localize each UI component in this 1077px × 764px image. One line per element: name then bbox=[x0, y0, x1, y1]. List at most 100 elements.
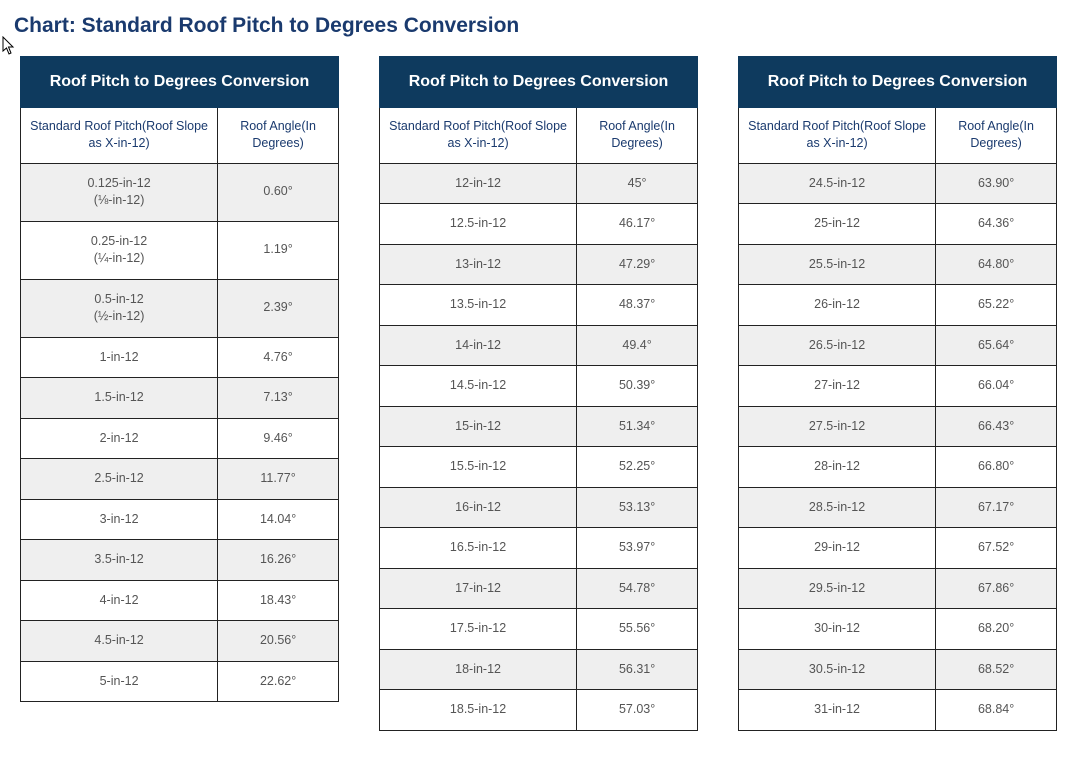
table-row: 26-in-1265.22° bbox=[739, 285, 1057, 326]
table-row: 29-in-1267.52° bbox=[739, 528, 1057, 569]
table-row: 27.5-in-1266.43° bbox=[739, 406, 1057, 447]
cell-angle: 7.13° bbox=[218, 378, 339, 419]
cell-pitch: 30.5-in-12 bbox=[739, 649, 936, 690]
cell-angle: 52.25° bbox=[577, 447, 698, 488]
table-row: 12-in-1245° bbox=[380, 163, 698, 204]
table-row: 27-in-1266.04° bbox=[739, 366, 1057, 407]
cell-pitch: 28-in-12 bbox=[739, 447, 936, 488]
cell-angle: 66.43° bbox=[936, 406, 1057, 447]
page-title: Chart: Standard Roof Pitch to Degrees Co… bbox=[0, 0, 1077, 56]
column-header-pitch: Standard Roof Pitch(Roof Slope as X-in-1… bbox=[739, 107, 936, 163]
cell-angle: 64.36° bbox=[936, 204, 1057, 245]
table-row: 13.5-in-1248.37° bbox=[380, 285, 698, 326]
cell-angle: 1.19° bbox=[218, 221, 339, 279]
cell-angle: 46.17° bbox=[577, 204, 698, 245]
cell-angle: 66.80° bbox=[936, 447, 1057, 488]
cell-angle: 67.17° bbox=[936, 487, 1057, 528]
table-row: 18-in-1256.31° bbox=[380, 649, 698, 690]
column-header-angle: Roof Angle(In Degrees) bbox=[577, 107, 698, 163]
cell-pitch: 1.5-in-12 bbox=[21, 378, 218, 419]
cell-pitch: 28.5-in-12 bbox=[739, 487, 936, 528]
cell-angle: 68.52° bbox=[936, 649, 1057, 690]
table-row: 14.5-in-1250.39° bbox=[380, 366, 698, 407]
cell-angle: 53.97° bbox=[577, 528, 698, 569]
cell-angle: 66.04° bbox=[936, 366, 1057, 407]
table-header-main: Roof Pitch to Degrees Conversion bbox=[739, 57, 1057, 108]
cell-angle: 48.37° bbox=[577, 285, 698, 326]
cell-pitch: 13.5-in-12 bbox=[380, 285, 577, 326]
cell-pitch: 3.5-in-12 bbox=[21, 540, 218, 581]
cell-pitch: 2.5-in-12 bbox=[21, 459, 218, 500]
cell-angle: 68.84° bbox=[936, 690, 1057, 731]
cell-angle: 68.20° bbox=[936, 609, 1057, 650]
table-row: 4-in-1218.43° bbox=[21, 580, 339, 621]
table-row: 14-in-1249.4° bbox=[380, 325, 698, 366]
cell-pitch: 16.5-in-12 bbox=[380, 528, 577, 569]
table-row: 2.5-in-1211.77° bbox=[21, 459, 339, 500]
cell-angle: 14.04° bbox=[218, 499, 339, 540]
table-row: 1-in-124.76° bbox=[21, 337, 339, 378]
cell-pitch: 31-in-12 bbox=[739, 690, 936, 731]
cell-angle: 0.60° bbox=[218, 163, 339, 221]
cell-angle: 9.46° bbox=[218, 418, 339, 459]
cell-angle: 55.56° bbox=[577, 609, 698, 650]
cell-angle: 20.56° bbox=[218, 621, 339, 662]
column-header-pitch: Standard Roof Pitch(Roof Slope as X-in-1… bbox=[21, 107, 218, 163]
cell-pitch: 0.5-in-12(½-in-12) bbox=[21, 279, 218, 337]
cell-angle: 47.29° bbox=[577, 244, 698, 285]
cell-pitch: 25.5-in-12 bbox=[739, 244, 936, 285]
cell-angle: 18.43° bbox=[218, 580, 339, 621]
cell-pitch: 29.5-in-12 bbox=[739, 568, 936, 609]
cell-pitch: 5-in-12 bbox=[21, 661, 218, 702]
cell-angle: 2.39° bbox=[218, 279, 339, 337]
table-row: 29.5-in-1267.86° bbox=[739, 568, 1057, 609]
cell-angle: 56.31° bbox=[577, 649, 698, 690]
table-row: 0.125-in-12(⅛-in-12)0.60° bbox=[21, 163, 339, 221]
conversion-table-2: Roof Pitch to Degrees ConversionStandard… bbox=[379, 56, 698, 731]
cell-angle: 49.4° bbox=[577, 325, 698, 366]
cell-pitch: 26.5-in-12 bbox=[739, 325, 936, 366]
cell-pitch: 17.5-in-12 bbox=[380, 609, 577, 650]
table-row: 16-in-1253.13° bbox=[380, 487, 698, 528]
cell-angle: 57.03° bbox=[577, 690, 698, 731]
cell-pitch: 16-in-12 bbox=[380, 487, 577, 528]
table-row: 5-in-1222.62° bbox=[21, 661, 339, 702]
table-row: 26.5-in-1265.64° bbox=[739, 325, 1057, 366]
cell-pitch: 17-in-12 bbox=[380, 568, 577, 609]
cell-pitch: 25-in-12 bbox=[739, 204, 936, 245]
conversion-table-1: Roof Pitch to Degrees ConversionStandard… bbox=[20, 56, 339, 702]
column-header-angle: Roof Angle(In Degrees) bbox=[936, 107, 1057, 163]
table-row: 31-in-1268.84° bbox=[739, 690, 1057, 731]
cell-pitch: 27.5-in-12 bbox=[739, 406, 936, 447]
cell-pitch: 24.5-in-12 bbox=[739, 163, 936, 204]
cell-pitch: 26-in-12 bbox=[739, 285, 936, 326]
table-row: 18.5-in-1257.03° bbox=[380, 690, 698, 731]
cell-pitch: 15.5-in-12 bbox=[380, 447, 577, 488]
table-row: 16.5-in-1253.97° bbox=[380, 528, 698, 569]
cell-angle: 11.77° bbox=[218, 459, 339, 500]
table-row: 3-in-1214.04° bbox=[21, 499, 339, 540]
table-row: 25-in-1264.36° bbox=[739, 204, 1057, 245]
cell-pitch: 2-in-12 bbox=[21, 418, 218, 459]
cell-angle: 51.34° bbox=[577, 406, 698, 447]
cell-pitch: 15-in-12 bbox=[380, 406, 577, 447]
table-row: 30-in-1268.20° bbox=[739, 609, 1057, 650]
cell-pitch: 12-in-12 bbox=[380, 163, 577, 204]
column-header-pitch: Standard Roof Pitch(Roof Slope as X-in-1… bbox=[380, 107, 577, 163]
table-row: 30.5-in-1268.52° bbox=[739, 649, 1057, 690]
table-row: 17-in-1254.78° bbox=[380, 568, 698, 609]
cell-angle: 54.78° bbox=[577, 568, 698, 609]
cell-angle: 45° bbox=[577, 163, 698, 204]
conversion-table-3: Roof Pitch to Degrees ConversionStandard… bbox=[738, 56, 1057, 731]
table-row: 0.25-in-12(¼-in-12)1.19° bbox=[21, 221, 339, 279]
cell-pitch: 0.125-in-12(⅛-in-12) bbox=[21, 163, 218, 221]
cell-pitch: 3-in-12 bbox=[21, 499, 218, 540]
table-row: 15.5-in-1252.25° bbox=[380, 447, 698, 488]
cell-angle: 67.52° bbox=[936, 528, 1057, 569]
table-row: 28.5-in-1267.17° bbox=[739, 487, 1057, 528]
cell-pitch: 12.5-in-12 bbox=[380, 204, 577, 245]
cell-pitch: 4-in-12 bbox=[21, 580, 218, 621]
cell-pitch: 1-in-12 bbox=[21, 337, 218, 378]
cell-angle: 16.26° bbox=[218, 540, 339, 581]
cell-angle: 65.64° bbox=[936, 325, 1057, 366]
